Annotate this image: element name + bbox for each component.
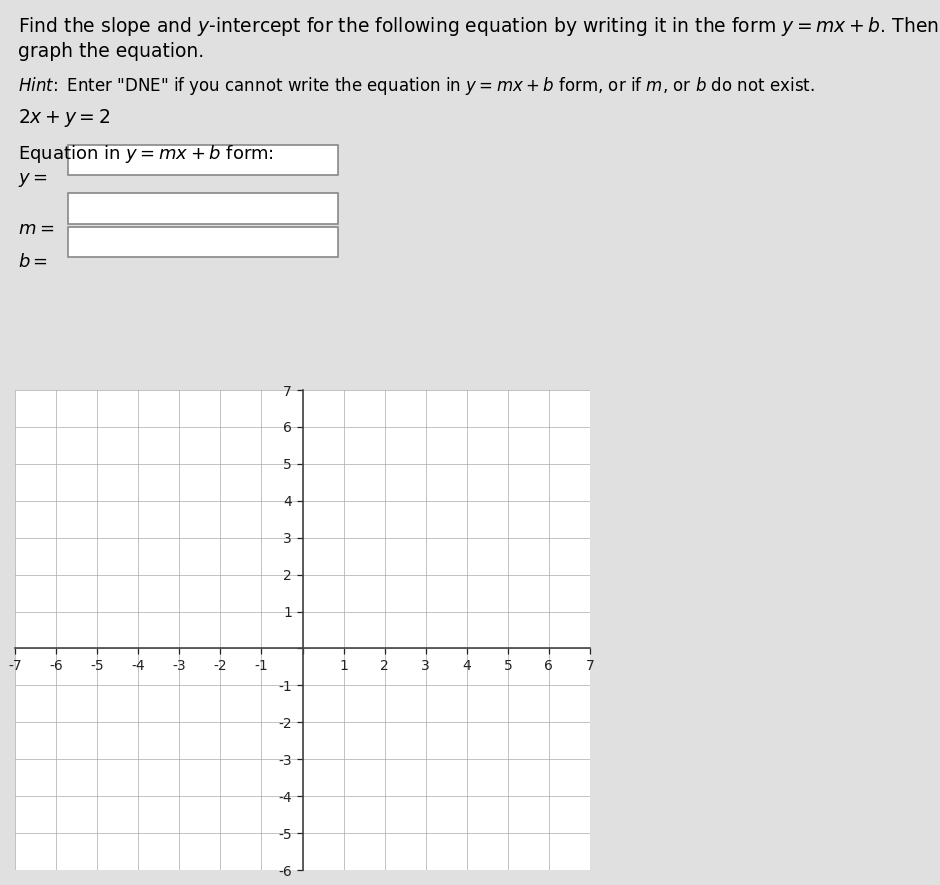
Text: graph the equation.: graph the equation. bbox=[18, 42, 204, 61]
Text: $y =$: $y =$ bbox=[18, 172, 48, 189]
FancyBboxPatch shape bbox=[68, 145, 338, 175]
Text: $2x + y = 2$: $2x + y = 2$ bbox=[18, 107, 110, 129]
Text: Equation in $y = mx + b$ form:: Equation in $y = mx + b$ form: bbox=[18, 143, 274, 165]
FancyBboxPatch shape bbox=[68, 194, 338, 224]
Text: Find the slope and $y$-intercept for the following equation by writing it in the: Find the slope and $y$-intercept for the… bbox=[18, 15, 940, 38]
Text: $b =$: $b =$ bbox=[18, 252, 48, 271]
FancyBboxPatch shape bbox=[68, 227, 338, 257]
Text: $\mathit{Hint\!:}$ Enter "DNE" if you cannot write the equation in $y = mx + b$ : $\mathit{Hint\!:}$ Enter "DNE" if you ca… bbox=[18, 75, 815, 97]
Text: $m =$: $m =$ bbox=[18, 219, 55, 237]
